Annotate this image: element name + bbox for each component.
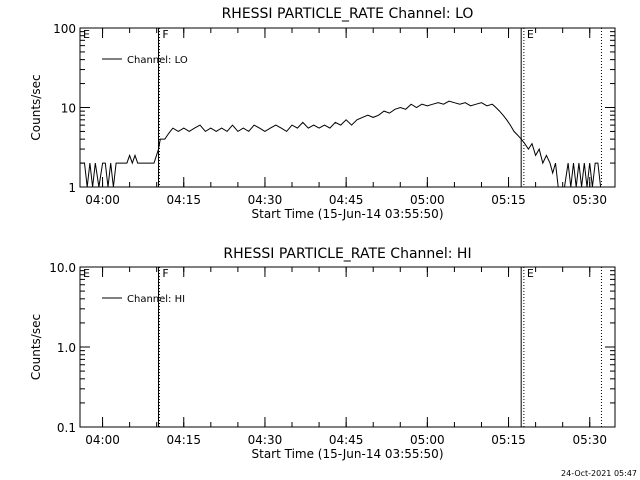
x-tick-label: 05:00 [410, 433, 445, 447]
x-tick-label: 05:15 [491, 193, 526, 207]
plot-frame [79, 266, 616, 428]
x-tick-label: 04:15 [166, 433, 201, 447]
x-tick-label: 04:15 [166, 193, 201, 207]
chart-title: RHESSI PARTICLE_RATE Channel: LO [222, 6, 474, 22]
state-marker-label: E [527, 267, 534, 280]
x-tick-label: 05:00 [410, 193, 445, 207]
x-tick-label: 05:15 [491, 433, 526, 447]
x-axis-label: Start Time (15-Jun-14 03:55:50) [252, 207, 444, 221]
x-tick-label: 04:30 [248, 433, 283, 447]
state-marker-label: F [162, 28, 168, 41]
chart-panel-1: RHESSI PARTICLE_RATE Channel: LO 1 10 100 04… [29, 6, 616, 221]
plot-frame [79, 27, 616, 188]
x-tick-label: 05:30 [572, 433, 607, 447]
y-tick-label: 0.1 [57, 421, 76, 435]
legend-label: Channel: HI [127, 294, 185, 305]
y-tick-label: 1 [68, 181, 76, 195]
x-tick-label: 04:00 [85, 193, 120, 207]
y-axis-label: Counts/sec [29, 74, 43, 140]
chart-panel-2: RHESSI PARTICLE_RATE Channel: HI 0.1 1.0 10… [29, 246, 616, 461]
plot-timestamp: 24-Oct-2021 05:47 [561, 469, 637, 478]
state-marker-label: F [162, 267, 168, 280]
chart-title: RHESSI PARTICLE_RATE Channel: HI [223, 246, 471, 262]
y-tick-label: 1.0 [57, 341, 76, 355]
legend-label: Channel: LO [127, 55, 188, 66]
series-line-1 [80, 100, 602, 188]
x-tick-label: 04:45 [329, 193, 364, 207]
state-marker-label: E [527, 28, 534, 41]
y-tick-label: 10.0 [49, 261, 76, 275]
x-tick-label: 04:00 [85, 433, 120, 447]
y-tick-label: 10 [61, 102, 76, 116]
state-marker-label: E [83, 28, 90, 41]
x-tick-label: 05:30 [572, 193, 607, 207]
y-tick-label: 100 [53, 22, 76, 36]
x-tick-label: 04:45 [329, 433, 364, 447]
y-axis-label: Counts/sec [29, 314, 43, 380]
x-tick-label: 04:30 [248, 193, 283, 207]
x-axis-label: Start Time (15-Jun-14 03:55:50) [252, 447, 444, 461]
state-marker-label: E [83, 267, 90, 280]
